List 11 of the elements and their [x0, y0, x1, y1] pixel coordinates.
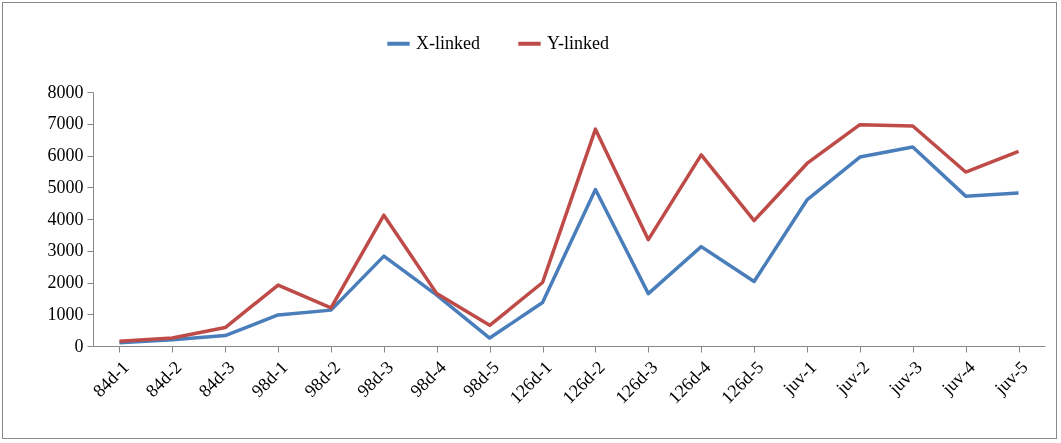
y-tick-label: 1000 — [47, 303, 84, 324]
y-tick-label: 2000 — [47, 272, 84, 292]
y-tick-label: 7000 — [47, 113, 84, 134]
y-tick-label: 0 — [74, 335, 84, 356]
legend-label: Y-linked — [547, 32, 609, 53]
y-tick-label: 8000 — [47, 81, 84, 102]
legend-label: X-linked — [416, 32, 480, 53]
y-tick-label: 5000 — [47, 176, 84, 197]
y-tick-label: 4000 — [47, 208, 84, 229]
y-tick-label: 3000 — [47, 240, 84, 261]
y-tick-label: 6000 — [47, 145, 84, 165]
